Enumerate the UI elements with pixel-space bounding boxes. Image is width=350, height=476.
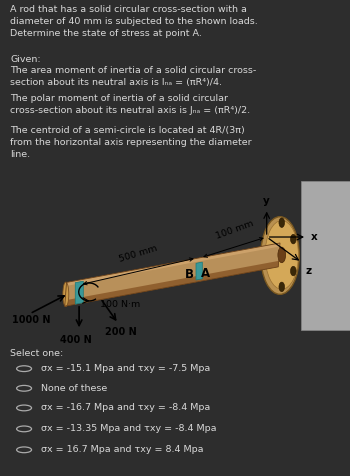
Text: 1000 N: 1000 N [12,315,51,325]
Ellipse shape [290,234,296,244]
Polygon shape [196,262,202,280]
Text: The polar moment of inertia of a solid circular
cross-section about its neutral : The polar moment of inertia of a solid c… [10,94,251,115]
Text: y: y [263,196,270,206]
Text: σx = 16.7 Mpa and τxy = 8.4 Mpa: σx = 16.7 Mpa and τxy = 8.4 Mpa [41,446,204,454]
Text: 400 N: 400 N [61,335,92,345]
Text: x: x [310,232,317,242]
Text: A: A [201,267,210,280]
FancyBboxPatch shape [301,181,350,330]
Text: σx = -13.35 Mpa and τxy = -8.4 Mpa: σx = -13.35 Mpa and τxy = -8.4 Mpa [41,425,217,433]
Polygon shape [65,261,279,306]
Polygon shape [66,243,280,286]
Text: A rod that has a solid circular cross-section with a
diameter of 40 mm is subjec: A rod that has a solid circular cross-se… [10,5,258,38]
Text: 100 mm: 100 mm [215,219,255,241]
Polygon shape [75,281,83,304]
Text: σx = -16.7 Mpa and τxy = -8.4 Mpa: σx = -16.7 Mpa and τxy = -8.4 Mpa [41,404,210,412]
Ellipse shape [279,218,285,228]
Ellipse shape [278,247,286,263]
Text: z: z [305,266,312,276]
Text: The area moment of inertia of a solid circular cross-
section about its neutral : The area moment of inertia of a solid ci… [10,66,257,88]
Text: The centroid of a semi-circle is located at 4R/(3π)
from the horizontal axis rep: The centroid of a semi-circle is located… [10,126,252,159]
Text: 500 mm: 500 mm [118,244,159,264]
Ellipse shape [261,217,299,294]
Text: σx = -15.1 Mpa and τxy = -7.5 Mpa: σx = -15.1 Mpa and τxy = -7.5 Mpa [41,364,210,373]
Text: Select one:: Select one: [10,349,64,358]
Ellipse shape [279,282,285,292]
Text: None of these: None of these [41,384,107,393]
Ellipse shape [290,266,296,276]
Ellipse shape [265,220,298,289]
Text: Given:: Given: [10,55,41,64]
Ellipse shape [63,282,69,307]
Text: 200 N: 200 N [105,327,136,337]
Polygon shape [65,243,280,306]
Text: B: B [185,268,194,281]
Text: 100 N·m: 100 N·m [100,300,140,309]
